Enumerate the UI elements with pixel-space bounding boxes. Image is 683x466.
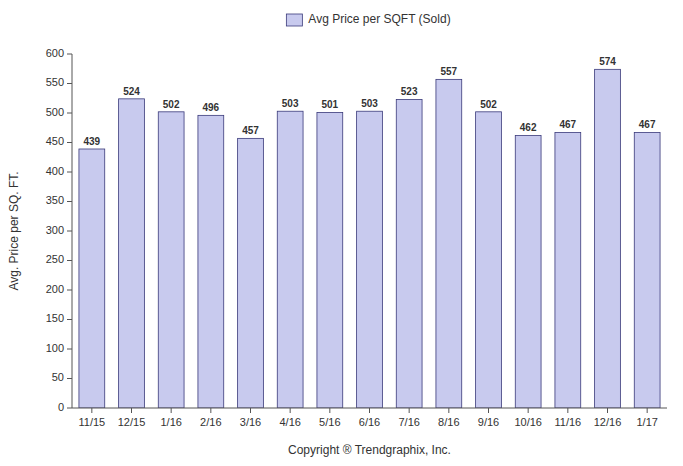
y-tick [67,54,72,55]
y-tick [67,83,72,84]
bar [634,132,660,408]
x-tick [567,408,568,413]
y-tick-label: 100 [46,342,64,354]
y-tick-label: 350 [46,194,64,206]
y-tick [67,349,72,350]
data-label: 524 [123,86,140,97]
data-label: 457 [242,125,259,136]
x-tick-label: 8/16 [438,416,459,428]
x-tick-label: 1/16 [160,416,181,428]
y-tick-label: 550 [46,76,64,88]
x-tick-label: 3/16 [240,416,261,428]
x-tick-label: 12/15 [118,416,146,428]
data-labels: 439 524 502 496 457 503 501 503 523 557 502 462 467 5… [83,56,655,147]
data-label: 503 [361,98,378,109]
y-tick-label: 250 [46,253,64,265]
data-label: 502 [480,99,497,110]
y-tick [67,201,72,202]
bar [555,132,581,408]
y-tick-label: 200 [46,283,64,295]
x-tick [210,408,211,413]
bars [79,69,660,408]
bar [595,69,621,408]
x-tick-label: 10/16 [514,416,542,428]
y-tick [67,172,72,173]
bar [317,112,343,408]
x-tick-label: 2/16 [200,416,221,428]
chart-container: 439 524 502 496 457 503 501 503 523 557 502 462 467 5… [0,0,683,466]
y-tick-label: 150 [46,312,64,324]
x-tick [290,408,291,413]
y-tick [67,319,72,320]
bar [476,112,502,408]
legend: Avg Price per SQFT (Sold) [286,12,450,26]
x-tick [369,408,370,413]
data-label: 462 [520,122,537,133]
x-tick-label: 12/16 [594,416,622,428]
x-axis-label: Copyright ® Trendgraphix, Inc. [288,443,451,457]
data-label: 467 [639,119,656,130]
x-tick [448,408,449,413]
y-tick [67,408,72,409]
x-tick [528,408,529,413]
y-tick-label: 50 [52,371,64,383]
bar [119,99,145,408]
bar [277,111,303,408]
y-tick-label: 450 [46,135,64,147]
y-tick [67,231,72,232]
bar [436,79,462,408]
y-tick [67,113,72,114]
x-tick [488,408,489,413]
data-label: 523 [401,86,418,97]
y-tick-label: 600 [46,47,64,59]
bar [515,135,541,408]
x-tick [409,408,410,413]
x-tick [250,408,251,413]
x-tick-label: 4/16 [279,416,300,428]
y-axis-label: Avg. Price per SQ. FT. [7,171,21,290]
bar [357,111,383,408]
x-tick-label: 9/16 [478,416,499,428]
y-tick-label: 500 [46,106,64,118]
x-tick-label: 7/16 [398,416,419,428]
x-tick-label: 6/16 [359,416,380,428]
data-label: 574 [599,56,616,67]
bar [198,115,224,408]
chart: 439 524 502 496 457 503 501 503 523 557 502 462 467 5… [0,0,683,466]
legend-swatch [286,14,302,26]
y-tick [67,260,72,261]
bar [158,112,184,408]
x-tick-label: 11/15 [78,416,105,428]
x-tick [171,408,172,413]
bar [238,138,264,408]
data-label: 467 [559,119,576,130]
x-tick-label: 1/17 [636,416,657,428]
data-label: 496 [202,102,219,113]
data-label: 439 [83,136,100,147]
data-label: 501 [321,99,338,110]
y-tick-label: 300 [46,224,64,236]
y-tick [67,378,72,379]
y-tick [67,290,72,291]
y-tick [67,142,72,143]
bar [396,99,422,408]
x-tick [131,408,132,413]
x-axis: 11/15 12/15 1/16 2/16 3/16 4/16 5/16 6/16 7/16 8/… [72,408,667,428]
x-tick [91,408,92,413]
x-tick-label: 5/16 [319,416,340,428]
x-tick [329,408,330,413]
data-label: 502 [163,99,180,110]
x-tick-label: 11/16 [554,416,581,428]
x-tick [607,408,608,413]
legend-label: Avg Price per SQFT (Sold) [308,12,450,26]
bar [79,149,105,408]
data-label: 503 [282,98,299,109]
x-tick [647,408,648,413]
y-tick-label: 0 [58,401,64,413]
data-label: 557 [440,66,457,77]
y-tick-label: 400 [46,165,64,177]
y-axis: 0 50 100 150 200 250 300 350 400 450 500 550 600 [46,47,72,413]
